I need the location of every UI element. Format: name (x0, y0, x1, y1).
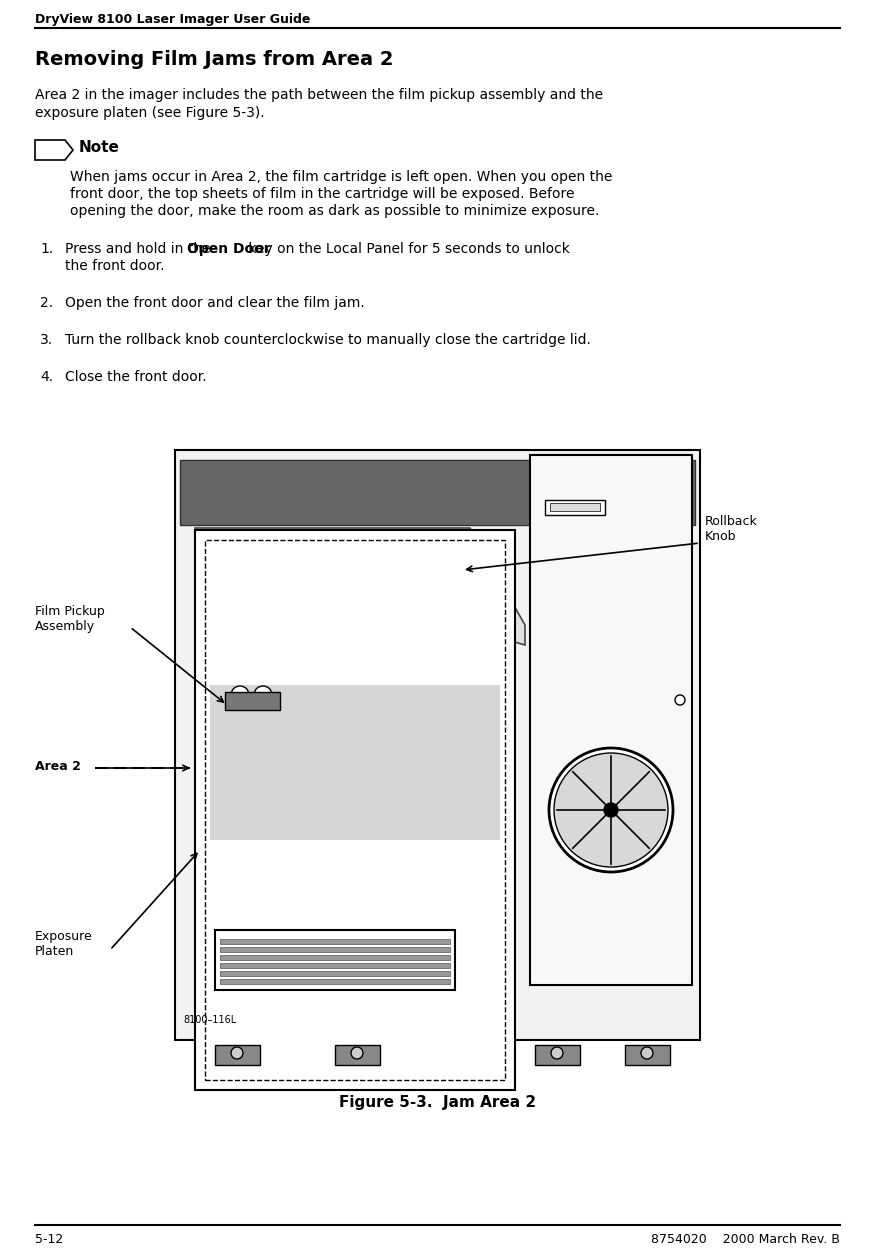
Text: 4.: 4. (40, 369, 53, 384)
Text: Open Door: Open Door (187, 242, 270, 256)
Polygon shape (35, 140, 73, 160)
Circle shape (603, 802, 617, 817)
Bar (220, 963, 449, 968)
Text: exposure platen (see Figure 5-3).: exposure platen (see Figure 5-3). (35, 106, 264, 120)
Text: Note: Note (79, 140, 120, 155)
Circle shape (231, 686, 249, 704)
Circle shape (550, 1047, 562, 1060)
Text: 3.: 3. (40, 333, 53, 347)
Text: Figure 5-3.  Jam Area 2: Figure 5-3. Jam Area 2 (339, 1094, 535, 1109)
Polygon shape (195, 528, 524, 645)
Text: Turn the rollback knob counterclockwise to manually close the cartridge lid.: Turn the rollback knob counterclockwise … (65, 333, 590, 347)
Bar (220, 955, 449, 960)
Bar (195, 530, 514, 1090)
Text: key on the Local Panel for 5 seconds to unlock: key on the Local Panel for 5 seconds to … (243, 242, 569, 256)
Text: 8754020    2000 March Rev. B: 8754020 2000 March Rev. B (650, 1233, 839, 1246)
Bar (180, 461, 694, 525)
Text: DryView 8100 Laser Imager User Guide: DryView 8100 Laser Imager User Guide (35, 12, 310, 26)
Bar (544, 500, 604, 515)
Circle shape (254, 686, 272, 704)
Bar (220, 978, 449, 983)
Bar (549, 503, 600, 510)
Bar (220, 971, 449, 976)
Bar (534, 1045, 580, 1065)
Bar (215, 1045, 260, 1065)
Circle shape (640, 1047, 653, 1060)
Bar (209, 685, 500, 840)
Text: 2.: 2. (40, 296, 53, 310)
Text: Area 2: Area 2 (35, 760, 81, 773)
Text: Film Pickup
Assembly: Film Pickup Assembly (35, 605, 104, 633)
Bar (175, 451, 700, 1040)
Bar (220, 947, 449, 952)
Text: Area 2 in the imager includes the path between the film pickup assembly and the: Area 2 in the imager includes the path b… (35, 89, 602, 102)
Circle shape (350, 1047, 362, 1060)
Bar (335, 1045, 380, 1065)
Bar (225, 691, 280, 710)
Bar (529, 456, 691, 985)
Text: Close the front door.: Close the front door. (65, 369, 207, 384)
Text: Open the front door and clear the film jam.: Open the front door and clear the film j… (65, 296, 364, 310)
Text: When jams occur in Area 2, the film cartridge is left open. When you open the: When jams occur in Area 2, the film cart… (70, 170, 612, 183)
Bar (220, 938, 449, 943)
Circle shape (548, 748, 673, 872)
Text: Removing Film Jams from Area 2: Removing Film Jams from Area 2 (35, 50, 393, 69)
Circle shape (554, 753, 667, 867)
Text: Press and hold in the: Press and hold in the (65, 242, 215, 256)
Bar (624, 1045, 669, 1065)
Text: front door, the top sheets of film in the cartridge will be exposed. Before: front door, the top sheets of film in th… (70, 187, 574, 201)
Circle shape (231, 1047, 242, 1060)
Text: the front door.: the front door. (65, 260, 164, 273)
Bar (215, 930, 454, 990)
Circle shape (415, 535, 463, 584)
Circle shape (674, 695, 684, 705)
Text: Exposure
Platen: Exposure Platen (35, 930, 93, 958)
Text: 5-12: 5-12 (35, 1233, 63, 1246)
Text: opening the door, make the room as dark as possible to minimize exposure.: opening the door, make the room as dark … (70, 203, 599, 218)
Bar (205, 540, 504, 1080)
Text: 8100–116L: 8100–116L (182, 1015, 236, 1025)
Text: 1.: 1. (40, 242, 53, 256)
Text: Rollback
Knob: Rollback Knob (704, 515, 757, 543)
Circle shape (421, 540, 459, 579)
